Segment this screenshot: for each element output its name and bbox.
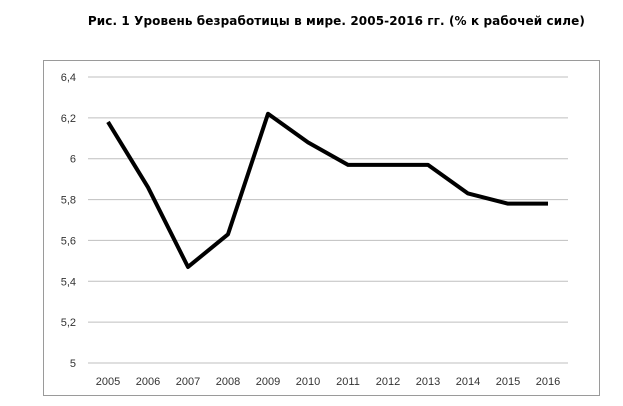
x-tick-label: 2011 [336,376,360,388]
x-tick-label: 2013 [416,376,440,388]
x-tick-label: 2005 [96,376,120,388]
series-layer [106,111,549,269]
x-tick-label: 2012 [376,376,400,388]
chart-frame [43,60,600,396]
x-tick-label: 2006 [136,376,160,388]
x-tick-label: 2009 [256,376,280,388]
y-tick-label: 5,4 [61,276,76,288]
chart-title: Рис. 1 Уровень безработицы в мире. 2005-… [87,14,585,28]
x-tick-label: 2016 [536,376,560,388]
x-tick-label: 2015 [496,376,520,388]
y-tick-label: 6 [70,154,76,166]
x-tick-label: 2014 [456,376,480,388]
y-tick-label: 6,4 [61,72,76,84]
y-axis-ticks: 5 5,2 5,4 5,6 5,8 6 6,2 6,4 [61,72,76,370]
gridlines [88,76,568,364]
y-tick-label: 6,2 [61,113,76,125]
series-line [106,111,548,269]
x-tick-label: 2008 [216,376,240,388]
x-tick-label: 2007 [176,376,200,388]
x-axis-ticks: 2005 2006 2007 2008 2009 2010 2011 2012 2013 2014… [96,376,560,388]
x-tick-label: 2010 [296,376,320,388]
y-tick-label: 5,2 [61,317,76,329]
y-tick-label: 5,8 [61,195,76,207]
y-tick-label: 5 [70,358,76,370]
y-tick-label: 5,6 [61,235,76,247]
